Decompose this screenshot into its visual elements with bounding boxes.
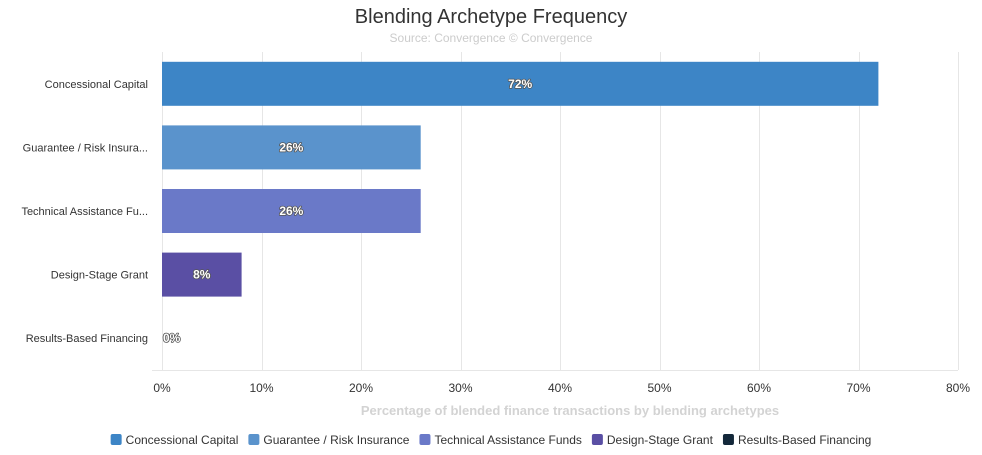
legend-label: Results-Based Financing — [738, 433, 871, 447]
x-tick-label: 10% — [249, 381, 273, 395]
legend-swatch — [591, 434, 603, 445]
legend-item[interactable]: Technical Assistance Funds — [419, 433, 582, 447]
bar-2[interactable] — [162, 189, 421, 233]
legend-label: Design-Stage Grant — [607, 433, 714, 447]
bar-1[interactable] — [162, 125, 421, 170]
data-label: 0% — [163, 331, 181, 345]
bar-0[interactable] — [162, 61, 879, 106]
x-tick-label: 70% — [846, 381, 870, 395]
data-label: 8% — [193, 268, 211, 282]
legend-swatch — [248, 434, 260, 445]
chart-subtitle: Source: Convergence © Convergence — [390, 31, 593, 45]
legend-item[interactable]: Results-Based Financing — [722, 433, 871, 447]
x-tick-label: 0% — [153, 381, 171, 395]
data-labels: 72% 26% 26% 8% 0% — [162, 76, 533, 346]
x-tick-label: 30% — [448, 381, 472, 395]
legend-label: Concessional Capital — [126, 433, 239, 447]
x-tick-label: 60% — [747, 381, 771, 395]
category-label: Results-Based Financing — [26, 333, 148, 345]
legend: Concessional Capital Guarantee / Risk Ins… — [110, 433, 871, 447]
data-label: 26% — [279, 204, 303, 218]
x-tick-label: 20% — [349, 381, 373, 395]
x-tick-label: 80% — [946, 381, 970, 395]
legend-item[interactable]: Design-Stage Grant — [591, 433, 714, 447]
bars — [162, 61, 879, 297]
data-label: 26% — [279, 140, 303, 154]
legend-swatch — [419, 434, 431, 445]
category-labels: Concessional Capital Guarantee / Risk Ins… — [21, 79, 148, 345]
legend-swatch — [722, 434, 734, 445]
category-label: Technical Assistance Fu... — [21, 206, 148, 218]
x-tick-label: 50% — [647, 381, 671, 395]
data-label: 72% — [508, 77, 532, 91]
category-label: Concessional Capital — [45, 79, 148, 91]
legend-label: Guarantee / Risk Insurance — [263, 433, 409, 447]
x-tick-label: 40% — [548, 381, 572, 395]
category-label: Guarantee / Risk Insura... — [23, 142, 148, 154]
x-axis-tick-labels: 0% 10% 20% 30% 40% 50% 60% 70% 80% — [153, 381, 970, 395]
legend-label: Technical Assistance Funds — [434, 433, 581, 447]
x-axis-title: Percentage of blended finance transactio… — [361, 403, 779, 418]
category-label: Design-Stage Grant — [51, 270, 148, 282]
chart-title: Blending Archetype Frequency — [355, 6, 627, 28]
legend-swatch — [110, 434, 122, 445]
legend-item[interactable]: Guarantee / Risk Insurance — [248, 433, 410, 447]
legend-item[interactable]: Concessional Capital — [110, 433, 239, 447]
bar-3[interactable] — [162, 252, 242, 297]
